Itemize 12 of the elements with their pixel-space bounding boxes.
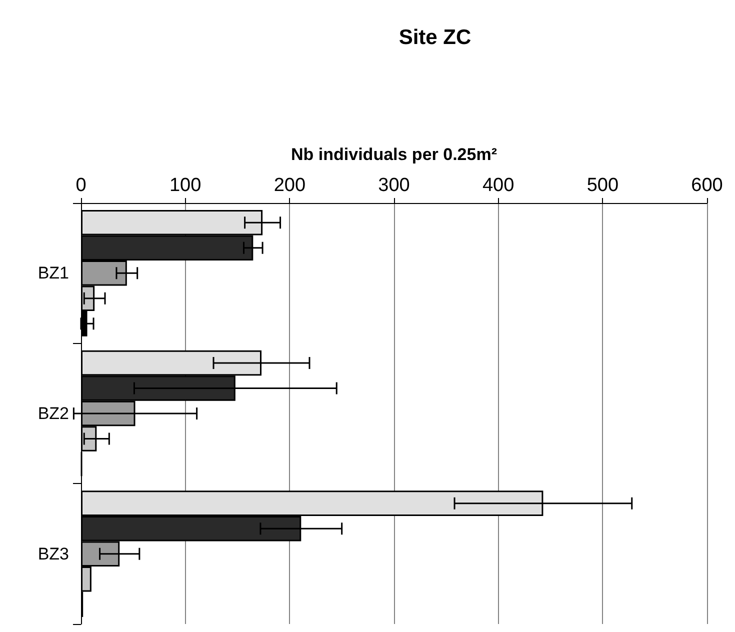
x-tick-label: 0 — [76, 175, 86, 196]
x-tick-label: 300 — [378, 175, 410, 196]
y-tick-label: BZ1 — [38, 264, 69, 283]
x-tick-label: 400 — [482, 175, 514, 196]
chart-title: Site ZC — [398, 26, 472, 49]
x-tick-label: 600 — [691, 175, 723, 196]
x-tick-label: 200 — [274, 175, 306, 196]
y-tick-label: BZ2 — [38, 404, 69, 423]
x-axis-title: Nb individuals per 0.25m² — [291, 145, 498, 164]
y-tick-label: BZ3 — [38, 544, 69, 564]
x-tick-label: 100 — [169, 175, 202, 196]
x-tick-label: 500 — [586, 175, 619, 196]
